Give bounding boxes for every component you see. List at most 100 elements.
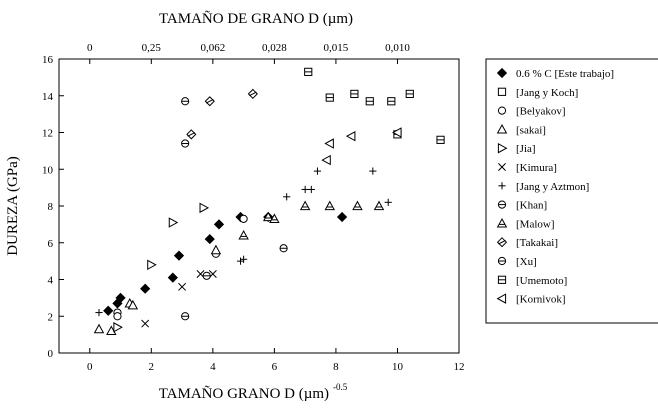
legend-label: [Khan] — [516, 200, 547, 212]
data-point-series-5 — [141, 319, 150, 328]
y-tick-label: 4 — [48, 275, 54, 287]
legend-marker — [496, 237, 508, 248]
legend-label: 0.6 % C [Este trabajo] — [516, 68, 614, 80]
marker-shape — [199, 202, 210, 214]
data-point-series-6 — [369, 167, 377, 175]
y-tick-label: 12 — [42, 128, 53, 140]
marker-stroke — [178, 282, 187, 291]
data-point-series-0 — [140, 283, 151, 294]
marker-shape — [238, 229, 249, 240]
marker-shape — [173, 250, 185, 261]
marker-shape — [113, 312, 122, 321]
top-tick-label: 0,25 — [142, 42, 162, 54]
data-point-series-0 — [103, 305, 114, 316]
marker-shape — [496, 67, 508, 79]
legend-marker — [497, 87, 507, 96]
data-point-series-9 — [247, 88, 258, 100]
y-tick-label: 10 — [42, 164, 54, 176]
legend-label: [Jang y Koch] — [516, 87, 578, 99]
legend-label: [Malow] — [516, 218, 555, 230]
data-point-series-3 — [93, 323, 105, 334]
marker-inner-line — [249, 91, 257, 97]
marker-shape — [140, 283, 151, 294]
legend-label: [Umemoto] — [516, 275, 567, 287]
legend-label: [Takakai] — [516, 237, 558, 249]
data-point-series-8 — [238, 229, 249, 240]
data-point-series-7 — [181, 312, 190, 321]
data-point-series-7 — [202, 271, 211, 280]
marker-shape — [373, 200, 385, 211]
marker-shape — [321, 154, 331, 166]
legend-label: [Jang y Aztmon] — [516, 181, 589, 193]
marker-shape — [127, 299, 139, 310]
points-layer — [93, 67, 445, 336]
data-point-series-12 — [324, 138, 334, 149]
data-point-series-7 — [279, 244, 288, 253]
marker-shape — [392, 127, 402, 138]
legend-label: [sakai] — [516, 124, 546, 136]
data-point-series-4 — [168, 217, 179, 228]
marker-shape — [496, 293, 507, 304]
data-point-series-9 — [204, 96, 215, 107]
marker-shape — [168, 217, 179, 228]
marker-shape — [103, 305, 114, 316]
legend-marker — [497, 275, 507, 284]
marker-shape — [324, 200, 336, 211]
data-point-series-8 — [373, 200, 385, 211]
legend-marker — [497, 200, 507, 209]
data-point-series-3 — [127, 299, 139, 310]
top-tick-label: 0,015 — [324, 42, 349, 54]
y-tick-label: 14 — [42, 91, 54, 103]
legend-marker — [498, 163, 506, 171]
legend-label: [Jia] — [516, 143, 536, 155]
top-tick-label: 0 — [87, 42, 93, 54]
top-tick-label: 0,062 — [200, 42, 225, 54]
bottom-axis-title: TAMAÑO GRANO D (µm) -0.5 — [159, 382, 348, 402]
data-point-series-6 — [283, 193, 291, 201]
data-point-series-2 — [239, 214, 248, 223]
data-point-series-4 — [147, 259, 157, 271]
marker-stroke — [498, 163, 506, 171]
x-tick-label: 4 — [210, 361, 216, 373]
data-point-series-6 — [301, 185, 309, 194]
legend-marker — [496, 67, 508, 79]
data-point-series-0 — [204, 233, 215, 245]
legend: 0.6 % C [Este trabajo] [Jang y Koch] [Bely… — [496, 67, 614, 306]
legend-marker — [498, 182, 506, 190]
y-tick-label: 16 — [42, 54, 54, 66]
data-point-series-8 — [269, 213, 280, 223]
ticks-layer: 0 2 4 6 8 10 12 0 2 4 6 8 10 12 14 16 0 0,25 0,062 0,028 0,0… — [42, 42, 465, 373]
marker-inner-line — [205, 99, 214, 104]
data-point-series-12 — [321, 154, 331, 166]
data-point-series-6 — [240, 255, 248, 263]
data-point-series-11 — [304, 67, 313, 76]
marker-shape — [210, 244, 222, 255]
data-point-series-9 — [186, 129, 197, 140]
data-point-series-5 — [178, 282, 187, 291]
y-tick-label: 8 — [48, 201, 54, 213]
x-tick-label: 8 — [333, 361, 339, 373]
marker-shape — [167, 272, 178, 283]
marker-shape — [497, 87, 507, 96]
bottom-axis-title-text: TAMAÑO GRANO D (µm) — [159, 386, 329, 402]
data-point-series-0 — [115, 292, 126, 303]
data-point-series-0 — [167, 272, 178, 283]
marker-shape — [352, 200, 363, 211]
x-tick-label: 0 — [87, 361, 93, 373]
x-tick-label: 10 — [392, 361, 404, 373]
marker-shape — [262, 211, 274, 222]
marker-shape — [497, 106, 507, 115]
legend-marker — [496, 217, 508, 228]
data-point-series-11 — [387, 97, 396, 106]
marker-shape — [269, 213, 280, 223]
x-tick-label: 12 — [454, 361, 465, 373]
marker-shape — [345, 130, 356, 142]
y-tick-label: 0 — [48, 348, 54, 360]
marker-shape — [496, 123, 508, 134]
y-tick-label: 6 — [48, 238, 54, 250]
marker-shape — [115, 292, 126, 303]
legend-marker — [497, 256, 507, 266]
legend-marker — [496, 293, 507, 304]
